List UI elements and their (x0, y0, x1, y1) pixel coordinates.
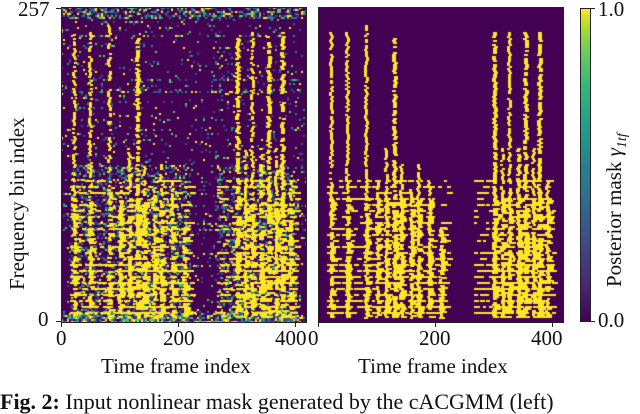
colorbar-tick-0: 0.0 (598, 308, 625, 332)
figure-caption: Fig. 2: Input nonlinear mask generated b… (0, 390, 554, 414)
left-x-tick-200: 200 (163, 326, 195, 350)
colorbar-tickmark-top (591, 8, 595, 9)
right-x-tick-0: 0 (308, 326, 319, 350)
right-heatmap-posterior-mask (318, 7, 563, 322)
left-x-tickmark-400 (295, 322, 296, 327)
y-tickmark-top (56, 8, 61, 9)
y-tickmark-bottom (56, 321, 61, 322)
colorbar-label-subscript: 1tf (615, 133, 631, 149)
caption-label: Fig. 2: (0, 389, 60, 414)
left-x-axis-label: Time frame index (101, 354, 251, 378)
right-x-tick-200: 200 (419, 326, 451, 350)
colorbar-label-gamma: γ (602, 148, 626, 157)
right-x-tickmark-400 (552, 322, 553, 327)
left-x-tick-400: 400 (275, 326, 307, 350)
left-x-tick-0: 0 (56, 326, 67, 350)
colorbar-tick-1: 1.0 (598, 0, 625, 21)
caption-text: Input nonlinear mask generated by the cA… (65, 389, 554, 414)
y-tick-257: 257 (18, 0, 50, 21)
y-tick-0: 0 (38, 307, 49, 331)
colorbar (580, 8, 591, 322)
right-x-tickmark-0 (318, 322, 319, 327)
y-axis-label-text: Frequency bin index (5, 117, 29, 290)
y-axis-label: Frequency bin index (5, 117, 29, 290)
left-x-tickmark-200 (178, 322, 179, 327)
left-x-tickmark-0 (61, 322, 62, 327)
colorbar-label: Posterior mask γ1tf (602, 133, 634, 287)
colorbar-label-text: Posterior mask (602, 156, 626, 287)
colorbar-tickmark-bottom (591, 321, 595, 322)
right-x-tick-400: 400 (531, 326, 563, 350)
left-heatmap-noisy-mask (61, 7, 306, 322)
right-x-tickmark-200 (435, 322, 436, 327)
right-x-axis-label: Time frame index (358, 354, 508, 378)
